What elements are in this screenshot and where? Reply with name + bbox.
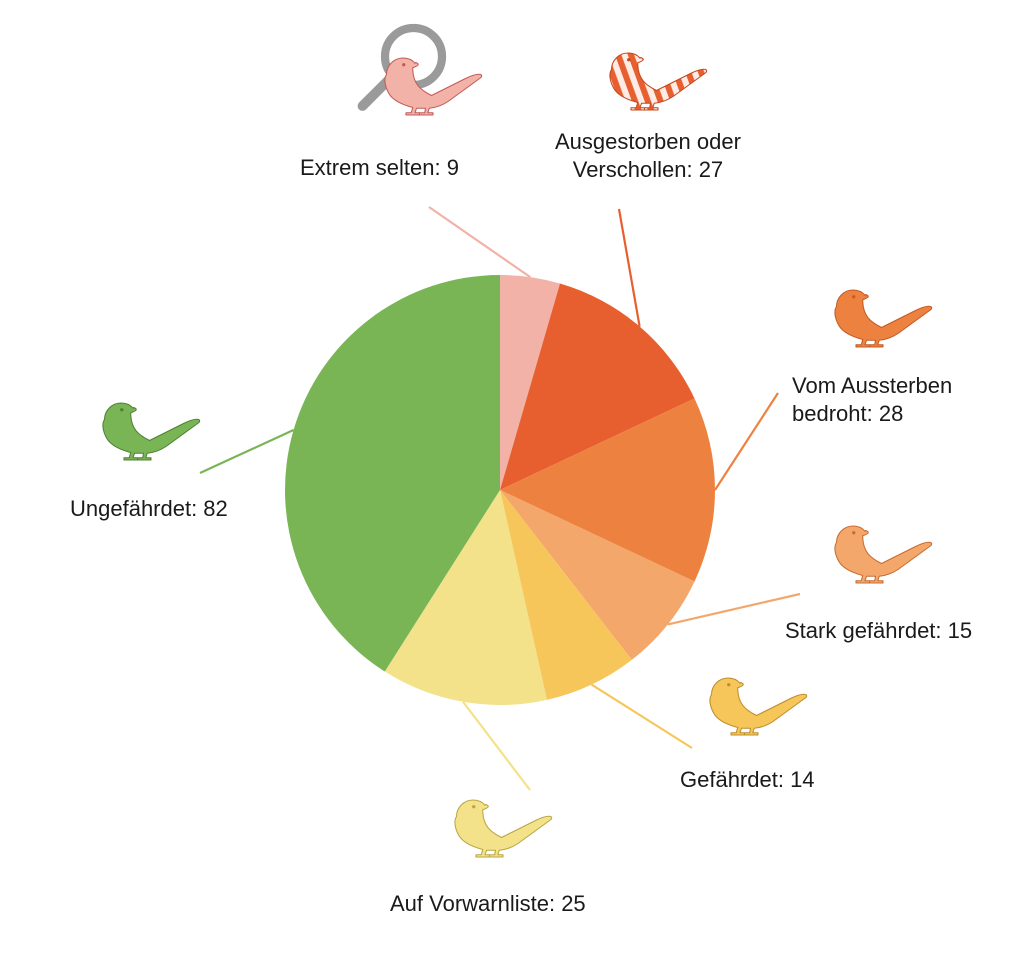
chart-svg xyxy=(0,0,1028,968)
leader-line-vom_aussterben xyxy=(715,393,778,490)
leader-line-ungefaehrdet xyxy=(200,430,294,473)
pie-chart-infographic: Extrem selten: 9Ausgestorben oder Versch… xyxy=(0,0,1028,968)
leader-line-vorwarnliste xyxy=(463,702,530,790)
bird-icon-gefaehrdet xyxy=(710,678,807,735)
bird-icon-vom_aussterben xyxy=(835,290,932,347)
bird-icon-extrem_selten xyxy=(363,28,482,115)
bird-icon-ungefaehrdet xyxy=(103,403,200,460)
leader-line-ausgestorben xyxy=(619,209,640,327)
bird-icon-vorwarnliste xyxy=(455,800,552,857)
bird-icon-ausgestorben xyxy=(610,53,707,110)
bird-icon-stark_gefaehrdet xyxy=(835,526,932,583)
leader-line-gefaehrdet xyxy=(592,685,692,748)
leader-line-stark_gefaehrdet xyxy=(668,594,800,624)
leader-line-extrem_selten xyxy=(429,207,530,277)
